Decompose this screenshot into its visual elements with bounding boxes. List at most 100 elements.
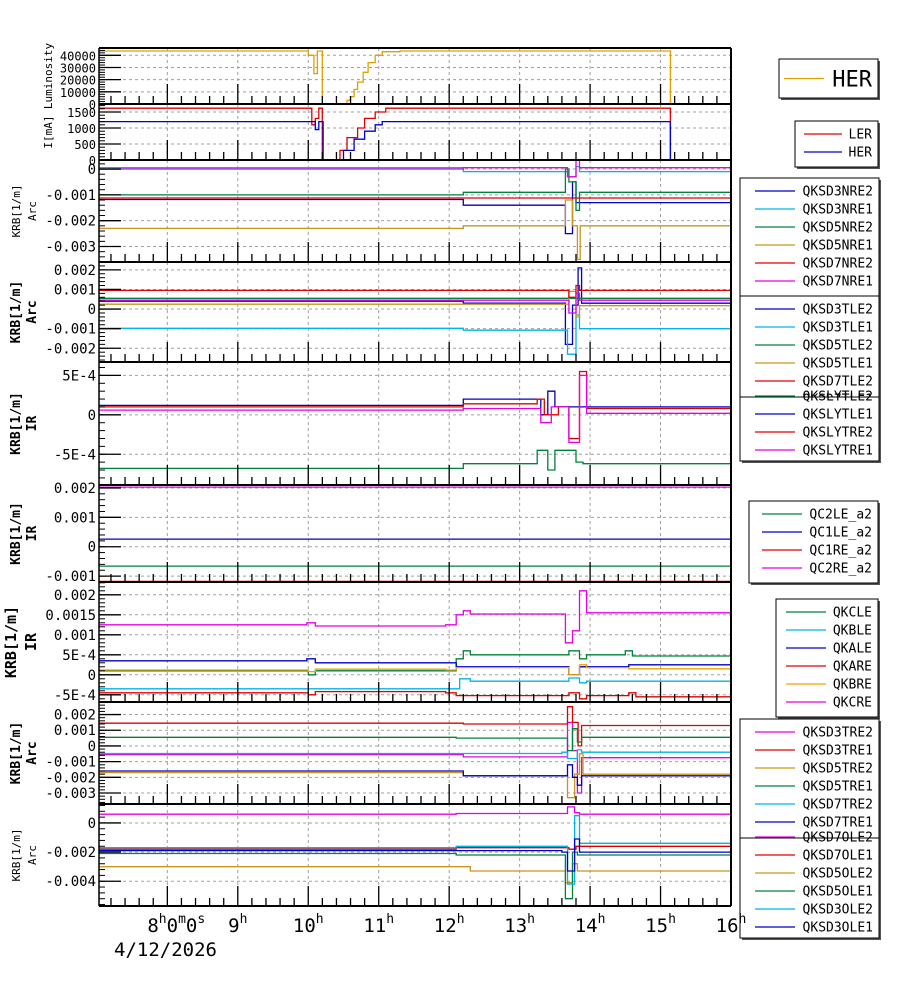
series-line-qksd7tle2 <box>99 284 731 298</box>
legend-label: QKSD7OLE1 <box>803 849 873 864</box>
panel-current: 0 500 1000 1500 I[mA] <box>42 103 732 168</box>
legend-box <box>739 718 880 840</box>
y-axis-label: KRB[1/m] <box>10 829 23 882</box>
x-tick-label: 9h <box>228 912 247 937</box>
date-label: 4/12/2026 <box>114 939 217 961</box>
legend-label: QKSD5OLE1 <box>803 885 873 900</box>
y-tick-label: 0.001 <box>54 723 96 739</box>
y-tick-label: 10000 <box>60 86 96 100</box>
y-axis-label: KRB[1/m] <box>10 185 23 238</box>
y-tick-label: 0.001 <box>54 628 96 644</box>
panel-ir-sly: 5E-4 0 -5E-4 KRB[1/m] IR <box>9 361 732 485</box>
legend-arc-nre: QKSD3NRE2 QKSD3NRE1 QKSD5NRE2 QKSD5NRE1 QKSD… <box>739 177 881 298</box>
y-axis-label: I[mA] <box>42 115 55 148</box>
y-tick-label: 0 <box>88 408 96 424</box>
legend-box <box>739 177 880 297</box>
legend-label: HER <box>849 146 873 161</box>
legend-ir-qk: QKCLE QKBLE QKALE QKARE QKBRE QKCRE <box>775 598 880 719</box>
x-tick-label: 14h <box>575 912 606 937</box>
y-tick-label: 30000 <box>60 61 96 75</box>
panel-arc-tle: 0.002 0.001 0 -0.001 -0.002 KRB[1/m] Arc <box>9 261 732 362</box>
series-line-qksd5tle1 <box>99 290 731 318</box>
legend-label: QKSD5TRE2 <box>803 762 873 777</box>
legend-label: QKSD7NRE2 <box>803 257 873 272</box>
series-line-qksd7ole2 <box>99 806 731 815</box>
y-axis-label: Arc <box>25 300 40 323</box>
series-line-qkare <box>99 690 731 700</box>
y-axis-label: KRB[1/m] <box>9 502 24 565</box>
y-axis-label: Arc <box>26 201 39 221</box>
legend-label: QKSD7TLE2 <box>803 375 873 390</box>
series-line-qksd5tre1 <box>99 728 731 752</box>
legend-label: QKSD3TLE1 <box>803 321 873 336</box>
y-axis-label: KRB[1/m] <box>9 722 24 785</box>
series-line-qkcre <box>99 590 731 644</box>
series-line-her <box>99 120 731 160</box>
y-tick-label: -0.002 <box>45 845 96 861</box>
y-axis-label: KRB[1/m] <box>2 606 20 678</box>
legend-label: QKSD5NRE1 <box>803 239 873 254</box>
y-tick-label: -0.002 <box>45 214 96 230</box>
y-tick-label: 0.002 <box>54 263 96 279</box>
y-axis-label: IR <box>22 632 40 651</box>
legend-label: QKSD5TLE2 <box>803 339 873 354</box>
legend-label: QC2LE_a2 <box>809 508 872 523</box>
legend-label: QKSD3TRE1 <box>803 744 873 759</box>
legend-label: QKSD7OLE2 <box>803 831 873 846</box>
y-tick-label: -0.002 <box>45 770 96 786</box>
y-tick-label: 0.002 <box>54 588 96 604</box>
legend-label: QKSD5OLE2 <box>803 867 873 882</box>
series-line-qkale <box>99 658 731 676</box>
legend-label: QKSD3NRE1 <box>803 203 873 218</box>
legend-luminosity: HER <box>778 58 880 100</box>
panel-ir-qc: 0.002 0.001 0 -0.001 KRB[1/m] IR <box>9 481 732 585</box>
y-tick-label: -0.001 <box>45 755 96 771</box>
y-axis-label: KRB[1/m] <box>9 392 24 455</box>
y-tick-label: -0.004 <box>45 874 96 890</box>
y-axis-label: IR <box>25 526 40 542</box>
series-line-her <box>99 50 731 104</box>
legend-box <box>775 598 879 718</box>
series-line-qkbre <box>99 664 731 676</box>
legend-label: QKSD3TLE2 <box>803 303 873 318</box>
y-tick-label: -0.003 <box>45 240 96 256</box>
y-tick-label: 0 <box>88 739 96 755</box>
y-tick-label: 0 <box>88 302 96 318</box>
legend-label: QKCRE <box>833 696 872 711</box>
y-tick-label: -0.001 <box>45 569 96 585</box>
y-axis-label: KRB[1/m] <box>9 281 24 344</box>
legend-label: QKSD7TRE1 <box>803 816 873 831</box>
legend-ir-sly: QKSLYTLE2 QKSLYTLE1 QKSLYTRE2 QKSLYTRE1 <box>739 390 881 463</box>
legend-label: QC1RE_a2 <box>809 544 872 559</box>
series-line-qkslytre1 <box>99 374 731 444</box>
series-line-qksd3tre2 <box>99 721 731 794</box>
legend-label: QKSD3TRE2 <box>803 726 873 741</box>
series-line-qksd3ole2 <box>99 815 731 885</box>
y-tick-label: -0.001 <box>45 188 96 204</box>
y-tick-label: 40000 <box>60 49 96 63</box>
series-line-qksd7tre2 <box>99 749 731 760</box>
series-line-qkslytle2 <box>99 449 731 471</box>
y-tick-label: 0 <box>89 98 96 112</box>
legend-label: QKSD3NRE2 <box>803 185 873 200</box>
legend-label: QKSD3OLE2 <box>803 903 873 918</box>
panel-ir-qk: 0.002 0.0015 0.001 5E-4 0 -5E-4 KRB[1/m] IR <box>2 581 732 704</box>
x-tick-label: 11h <box>363 912 394 937</box>
x-tick-label: 8h0m0s <box>147 912 205 937</box>
y-axis-label: IR <box>25 416 40 432</box>
y-tick-label: 1500 <box>67 106 96 120</box>
series-line-qksd5nre2 <box>99 168 731 212</box>
y-tick-label: 0 <box>88 816 96 832</box>
x-tick-label: 13h <box>504 912 535 937</box>
panel-arc-ole: 0 -0.002 -0.004 KRB[1/m] Arc <box>10 803 732 906</box>
x-tick-label: 10h <box>293 912 324 937</box>
y-tick-label: 0.0015 <box>45 608 96 624</box>
y-tick-label: 0 <box>88 162 96 178</box>
legend-label: QKSLYTRE2 <box>803 426 873 441</box>
x-tick-label: 15h <box>645 912 676 937</box>
x-tick-label: 16h <box>716 912 747 937</box>
y-tick-label: -0.002 <box>45 341 96 357</box>
series-line-qkcle <box>99 650 731 676</box>
